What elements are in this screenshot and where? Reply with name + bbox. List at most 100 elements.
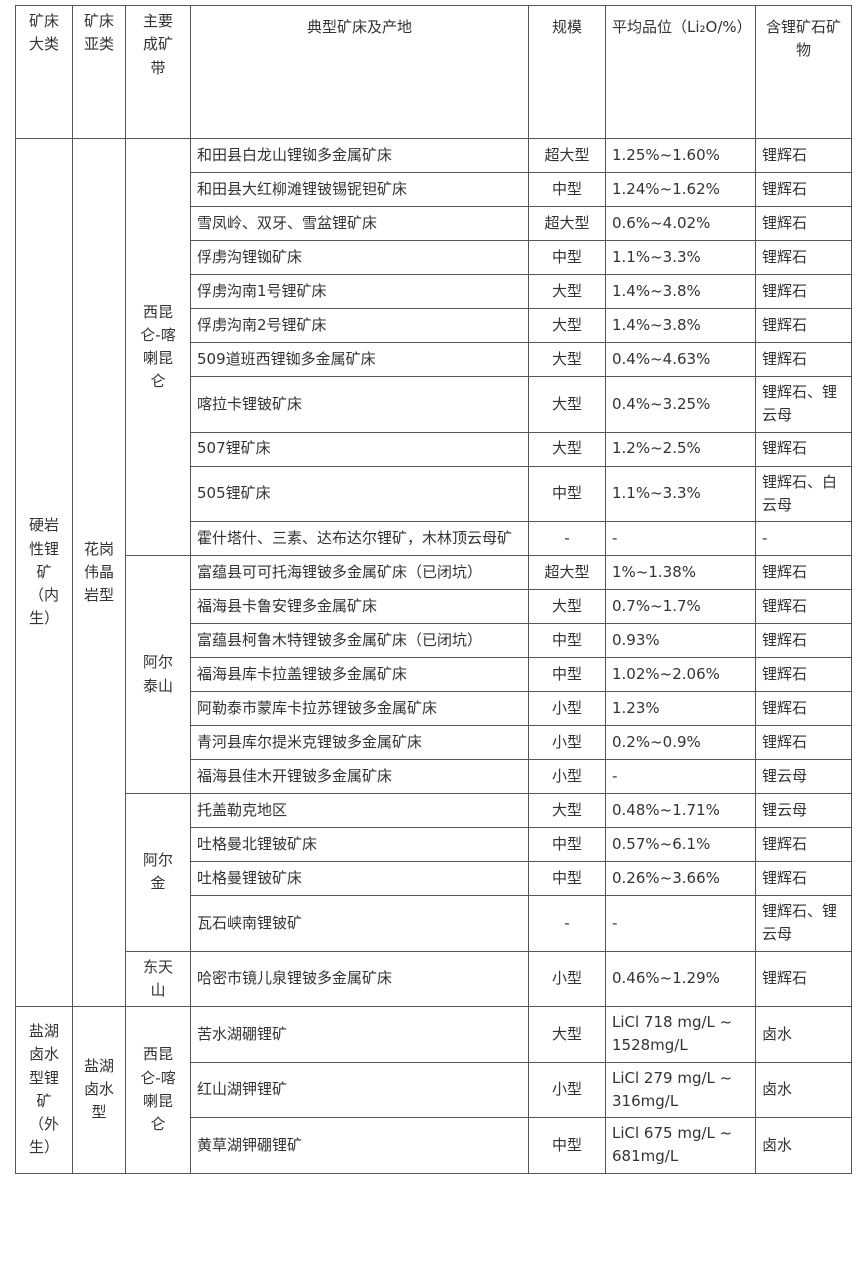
metallogenic-belt: 西昆仑-喀喇昆仑 <box>125 1006 191 1174</box>
average-grade: 1.02%~2.06% <box>605 657 756 692</box>
deposit-name: 阿勒泰市蒙库卡拉苏锂铍多金属矿床 <box>190 691 529 726</box>
table-row: 阿尔金 托盖勒克地区 大型 0.48%~1.71% 锂云母 <box>16 793 852 952</box>
metallogenic-belt: 阿尔金 <box>125 793 191 952</box>
average-grade: - <box>605 759 756 794</box>
scale: 中型 <box>528 1117 606 1174</box>
deposit-name: 霍什塔什、三素、达布达尔锂矿，木林顶云母矿 <box>190 521 529 556</box>
lithium-mineral: 锂辉石 <box>755 240 852 275</box>
lithium-mineral: 锂辉石 <box>755 274 852 309</box>
table-row: 俘虏沟南2号锂矿床 大型 1.4%~3.8% 锂辉石 <box>16 308 852 343</box>
average-grade: - <box>605 895 756 952</box>
scale: 大型 <box>528 376 606 433</box>
header-cell: 平均品位（Li₂O/%） <box>605 5 756 139</box>
average-grade: - <box>605 521 756 556</box>
scale: 中型 <box>528 172 606 207</box>
scale: 大型 <box>528 342 606 377</box>
deposit-name: 瓦石峡南锂铍矿 <box>190 895 529 952</box>
table-row: 阿尔泰山 富蕴县可可托海锂铍多金属矿床（已闭坑） 超大型 1%~1.38% 锂辉石 <box>16 555 852 794</box>
lithium-mineral: 锂辉石 <box>755 431 852 467</box>
table-row: 青河县库尔提米克锂铍多金属矿床 小型 0.2%~0.9% 锂辉石 <box>16 725 852 760</box>
table-row: 霍什塔什、三素、达布达尔锂矿，木林顶云母矿 - - - <box>16 521 852 556</box>
average-grade: 0.4%~3.25% <box>605 376 756 433</box>
scale: 中型 <box>528 861 606 896</box>
scale: 超大型 <box>528 555 606 590</box>
deposit-name: 黄草湖钾硼锂矿 <box>190 1117 529 1174</box>
deposit-name: 509道班西锂铷多金属矿床 <box>190 342 529 377</box>
table-row: 福海县佳木开锂铍多金属矿床 小型 - 锂云母 <box>16 759 852 794</box>
metallogenic-belt: 西昆仑-喀喇昆仑 <box>125 138 191 556</box>
scale: 大型 <box>528 274 606 309</box>
lithium-mineral: 锂辉石、锂云母 <box>755 376 852 433</box>
scale: 大型 <box>528 308 606 343</box>
scale: 大型 <box>528 431 606 467</box>
table-row: 福海县库卡拉盖锂铍多金属矿床 中型 1.02%~2.06% 锂辉石 <box>16 657 852 692</box>
table-row: 507锂矿床 大型 1.2%~2.5% 锂辉石 <box>16 431 852 467</box>
header-cell: 典型矿床及产地 <box>190 5 529 139</box>
table-row: 雪凤岭、双牙、雪盆锂矿床 超大型 0.6%~4.02% 锂辉石 <box>16 206 852 241</box>
lithium-mineral: 锂辉石 <box>755 725 852 760</box>
deposit-name: 富蕴县柯鲁木特锂铍多金属矿床（已闭坑） <box>190 623 529 658</box>
scale: 中型 <box>528 240 606 275</box>
deposit-name: 和田县大红柳滩锂铍锡铌钽矿床 <box>190 172 529 207</box>
average-grade: 1.25%~1.60% <box>605 138 756 173</box>
average-grade: 0.57%~6.1% <box>605 827 756 862</box>
lithium-mineral: 锂辉石 <box>755 555 852 590</box>
scale: 超大型 <box>528 138 606 173</box>
scale: 大型 <box>528 589 606 624</box>
header-row: 矿床大类 矿床亚类 主要成矿带 典型矿床及产地 规模 平均品位（Li₂O/%） 含锂矿石矿物 <box>15 5 852 139</box>
scale: 中型 <box>528 657 606 692</box>
table-row: 东天山 哈密市镜儿泉锂铍多金属矿床 小型 0.46%~1.29% 锂辉石 <box>16 950 852 1007</box>
scale: 小型 <box>528 1061 606 1118</box>
deposit-name: 青河县库尔提米克锂铍多金属矿床 <box>190 725 529 760</box>
average-grade: 1.24%~1.62% <box>605 172 756 207</box>
deposit-name: 505锂矿床 <box>190 465 529 522</box>
deposit-name: 俘虏沟南2号锂矿床 <box>190 308 529 343</box>
average-grade: LiCl 718 mg/L ~ 1528mg/L <box>605 1006 756 1063</box>
deposit-name: 喀拉卡锂铍矿床 <box>190 376 529 433</box>
average-grade: 0.93% <box>605 623 756 658</box>
deposit-name: 和田县白龙山锂铷多金属矿床 <box>190 138 529 173</box>
average-grade: 1%~1.38% <box>605 555 756 590</box>
lithium-mineral: 锂云母 <box>755 793 852 828</box>
metallogenic-belt: 东天山 <box>125 950 191 1007</box>
deposit-class: 硬岩性锂矿（内生） <box>15 138 73 1007</box>
deposit-name: 507锂矿床 <box>190 431 529 467</box>
header-cell: 主要成矿带 <box>125 5 191 139</box>
deposit-name: 福海县库卡拉盖锂铍多金属矿床 <box>190 657 529 692</box>
table-row: 喀拉卡锂铍矿床 大型 0.4%~3.25% 锂辉石、锂云母 <box>16 376 852 433</box>
lithium-mineral: 锂云母 <box>755 759 852 794</box>
lithium-mineral: 锂辉石 <box>755 172 852 207</box>
deposit-table: 矿床大类 矿床亚类 主要成矿带 典型矿床及产地 规模 平均品位（Li₂O/%） 含锂矿石矿物… <box>15 5 852 1174</box>
deposit-name: 福海县卡鲁安锂多金属矿床 <box>190 589 529 624</box>
average-grade: 0.48%~1.71% <box>605 793 756 828</box>
table-row: 硬岩性锂矿（内生） 花岗伟晶岩型 西昆仑-喀喇昆仑 和田县白龙山锂铷多金属矿床 超大型 1… <box>15 138 852 1007</box>
average-grade: 1.1%~3.3% <box>605 240 756 275</box>
table-row: 富蕴县柯鲁木特锂铍多金属矿床（已闭坑） 中型 0.93% 锂辉石 <box>16 623 852 658</box>
table-row: 红山湖钾锂矿 小型 LiCl 279 mg/L ~ 316mg/L 卤水 <box>16 1061 852 1118</box>
table-row: 黄草湖钾硼锂矿 中型 LiCl 675 mg/L ~ 681mg/L 卤水 <box>16 1117 852 1174</box>
table-row: 盐湖卤水型锂矿（外生） 盐湖卤水型 西昆仑-喀喇昆仑 苦水湖硼锂矿 大型 LiCl 718… <box>15 1006 852 1174</box>
table-row: 和田县大红柳滩锂铍锡铌钽矿床 中型 1.24%~1.62% 锂辉石 <box>16 172 852 207</box>
deposit-name: 富蕴县可可托海锂铍多金属矿床（已闭坑） <box>190 555 529 590</box>
lithium-mineral: 锂辉石 <box>755 691 852 726</box>
scale: 中型 <box>528 623 606 658</box>
lithium-mineral: 锂辉石 <box>755 657 852 692</box>
deposit-name: 苦水湖硼锂矿 <box>190 1006 529 1063</box>
deposit-name: 俘虏沟锂铷矿床 <box>190 240 529 275</box>
lithium-mineral: 锂辉石 <box>755 342 852 377</box>
average-grade: 0.26%~3.66% <box>605 861 756 896</box>
average-grade: 1.4%~3.8% <box>605 308 756 343</box>
deposit-name: 红山湖钾锂矿 <box>190 1061 529 1118</box>
average-grade: 0.7%~1.7% <box>605 589 756 624</box>
scale: 小型 <box>528 759 606 794</box>
average-grade: 1.2%~2.5% <box>605 431 756 467</box>
scale: 大型 <box>528 1006 606 1063</box>
lithium-mineral: 锂辉石 <box>755 623 852 658</box>
header-cell: 矿床亚类 <box>72 5 126 139</box>
scale: - <box>528 895 606 952</box>
deposit-name: 托盖勒克地区 <box>190 793 529 828</box>
average-grade: 1.23% <box>605 691 756 726</box>
deposit-subclass: 花岗伟晶岩型 <box>72 138 126 1007</box>
scale: 大型 <box>528 793 606 828</box>
